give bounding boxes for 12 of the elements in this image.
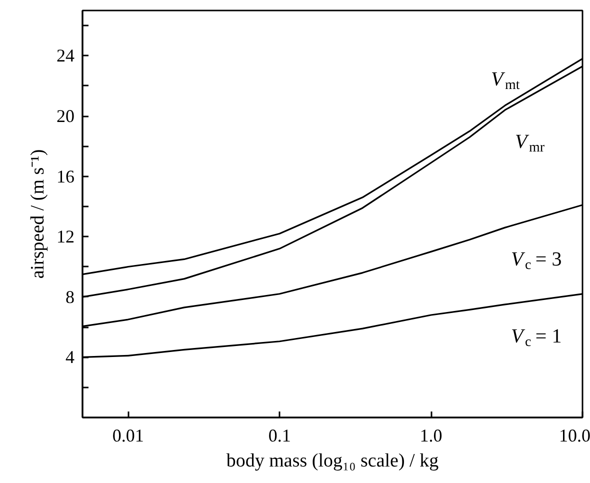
x-tick-label: 0.01 <box>112 426 144 446</box>
y-axis-title: airspeed / (m s⁻¹) <box>28 149 48 279</box>
y-tick-label: 16 <box>56 166 74 186</box>
x-tick-label: 0.1 <box>268 426 291 446</box>
x-tick-label: 1.0 <box>420 426 442 446</box>
y-tick-label: 4 <box>66 347 74 368</box>
y-tick-label: 24 <box>56 46 74 66</box>
y-tick-label: 8 <box>66 286 74 307</box>
y-tick-label: 20 <box>56 106 74 126</box>
y-tick-label: 12 <box>56 226 74 247</box>
x-axis-title: body mass (log₁₀ scale) / kg <box>226 450 440 472</box>
x-tick-label: 10.0 <box>559 426 590 446</box>
